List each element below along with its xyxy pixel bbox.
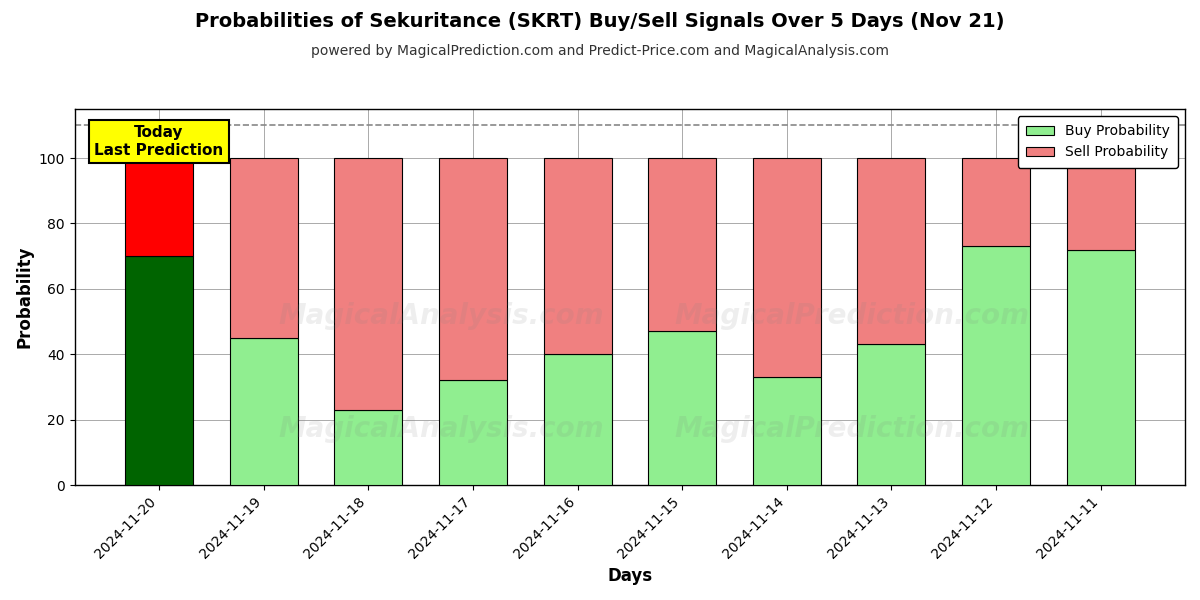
Legend: Buy Probability, Sell Probability: Buy Probability, Sell Probability <box>1018 116 1178 167</box>
Bar <box>962 247 1030 485</box>
Text: Today
Last Prediction: Today Last Prediction <box>95 125 223 158</box>
Bar <box>335 410 402 485</box>
Bar <box>752 377 821 485</box>
Text: Probabilities of Sekuritance (SKRT) Buy/Sell Signals Over 5 Days (Nov 21): Probabilities of Sekuritance (SKRT) Buy/… <box>196 12 1004 31</box>
Y-axis label: Probability: Probability <box>16 246 34 348</box>
Bar <box>857 158 925 344</box>
Bar <box>962 158 1030 247</box>
Text: MagicalPrediction.com: MagicalPrediction.com <box>674 415 1030 443</box>
Bar <box>648 331 716 485</box>
Text: MagicalAnalysis.com: MagicalAnalysis.com <box>278 302 604 330</box>
Bar <box>335 158 402 410</box>
Bar <box>752 158 821 377</box>
Bar <box>229 158 298 338</box>
Bar <box>125 256 193 485</box>
Bar <box>1067 250 1134 485</box>
Text: MagicalAnalysis.com: MagicalAnalysis.com <box>278 415 604 443</box>
Bar <box>544 354 612 485</box>
Bar <box>544 158 612 354</box>
Text: MagicalPrediction.com: MagicalPrediction.com <box>674 302 1030 330</box>
Bar <box>439 380 506 485</box>
Text: powered by MagicalPrediction.com and Predict-Price.com and MagicalAnalysis.com: powered by MagicalPrediction.com and Pre… <box>311 44 889 58</box>
Bar <box>1067 158 1134 250</box>
Bar <box>648 158 716 331</box>
X-axis label: Days: Days <box>607 567 653 585</box>
Bar <box>857 344 925 485</box>
Bar <box>439 158 506 380</box>
Bar <box>229 338 298 485</box>
Bar <box>125 158 193 256</box>
